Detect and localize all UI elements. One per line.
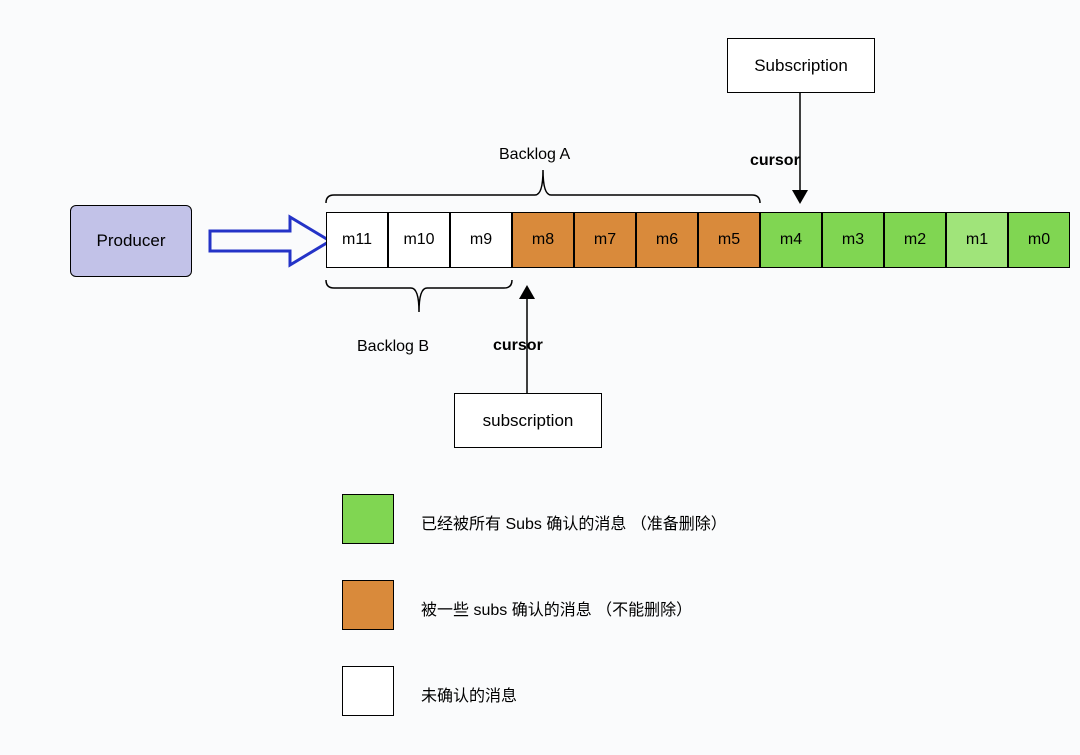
legend-swatch xyxy=(342,580,394,630)
arrow-subscription-bottom xyxy=(0,0,1080,755)
legend-text: 未确认的消息 xyxy=(421,682,517,706)
legend-text: 已经被所有 Subs 确认的消息 （准备删除） xyxy=(421,510,727,534)
legend-swatch xyxy=(342,666,394,716)
legend-text: 被一些 subs 确认的消息 （不能删除） xyxy=(421,596,692,620)
legend-swatch xyxy=(342,494,394,544)
